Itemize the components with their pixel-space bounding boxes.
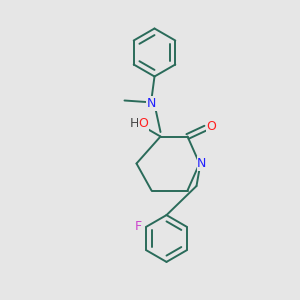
Text: H: H bbox=[130, 117, 139, 130]
Text: O: O bbox=[139, 117, 148, 130]
Text: F: F bbox=[134, 220, 141, 233]
Text: N: N bbox=[197, 157, 207, 170]
Text: O: O bbox=[207, 120, 216, 133]
Text: N: N bbox=[147, 97, 156, 110]
